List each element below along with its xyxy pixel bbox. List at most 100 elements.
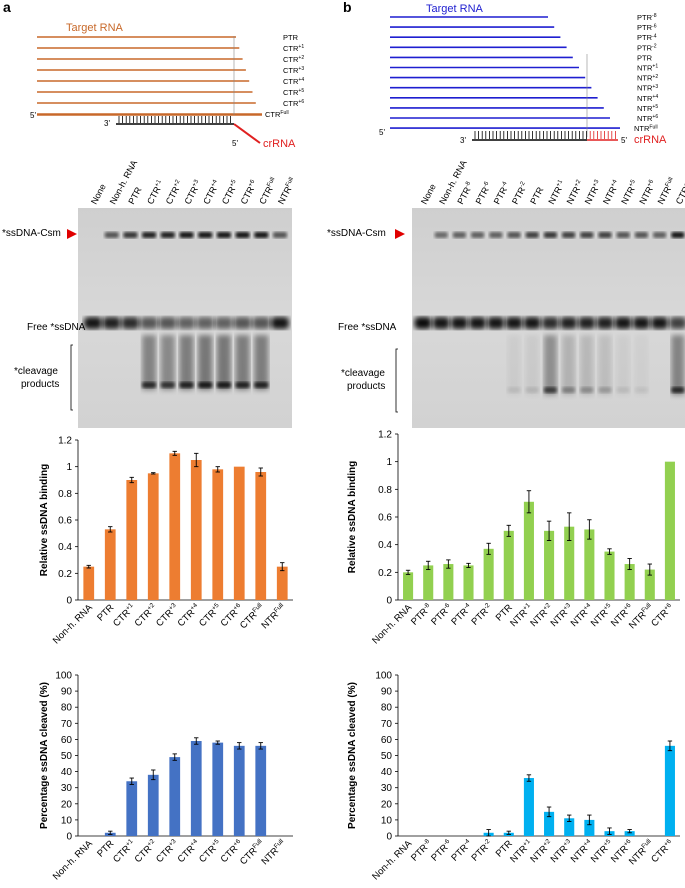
chart-binding-a-xlabel-ctr-5: CTR+5 [197, 602, 225, 630]
chart-cleaved-a-ytick-label: 20 [61, 799, 73, 810]
gel-b-cleavage-smear [525, 335, 539, 395]
gel-b-complex-band [452, 232, 466, 238]
gel-b-complex-band [634, 232, 648, 238]
chart-binding-a-xlabel-non-h-rna: Non-h. RNA [51, 602, 95, 646]
chart-cleaved-a-ytick-label: 10 [61, 815, 73, 826]
chart-cleaved-b: 0 10 20 30 40 50 60 70 80 90 100 Percentage ssDNA c… [347, 671, 680, 882]
panel-b-letter: b [343, 0, 352, 15]
chart-binding-a-bar-ctr-4 [190, 460, 202, 600]
chart-binding-b-ytick-label: 0.8 [378, 485, 392, 496]
schematic-a-5prime: 5' [30, 111, 36, 120]
gel-a-complex-band [273, 232, 287, 238]
chart-binding-a-ylabel: Relative ssDNA binding [39, 464, 50, 576]
chart-cleaved-b-bar-ntr-1 [523, 778, 534, 836]
schematic-b-label-ptr-2: PTR-2 [637, 43, 657, 52]
gel-b-free-band [432, 317, 450, 329]
gel-a-cleavage-label-2: products [21, 379, 59, 390]
chart-binding-a-bar-ptr [104, 529, 116, 600]
gel-a-cleavage-band [235, 382, 250, 388]
schematic-a-label-ctr-6: CTR+6 [283, 99, 304, 108]
chart-binding-b-bar-ptr-8 [423, 565, 434, 600]
chart-binding-b-ylabel: Relative ssDNA binding [347, 461, 358, 573]
chart-cleaved-a-xlabel-ntrfull: NTRFull [259, 838, 288, 867]
schematic-b-label-ptr-6: PTR-6 [637, 23, 657, 32]
gel-a-free-band [121, 317, 140, 329]
chart-cleaved-a-ytick-label: 40 [61, 767, 73, 778]
chart-binding-b-xlabel-ctr-6: CTR+6 [649, 602, 677, 630]
schematic-b-crrna-5prime: 5' [621, 136, 627, 145]
chart-cleaved-b-bar-ntr-3 [564, 818, 575, 836]
chart-cleaved-b-ytick-label: 80 [381, 703, 393, 714]
schematic-b-title: Target RNA [426, 3, 484, 15]
chart-cleaved-a-bar-ctrfull [255, 745, 267, 836]
gel-a-complex-band [142, 232, 157, 238]
gel-a-lane-ptr: PTR [126, 185, 144, 206]
gel-b-lane-ptr-2: PTR-2 [510, 180, 530, 206]
schematic-a-label-ctrfull: CTRFull [265, 110, 289, 119]
gel-b-complex-band [471, 232, 485, 238]
chart-binding-a-ytick-label: 0.8 [58, 489, 72, 500]
gel-b-arrow-icon [395, 229, 405, 239]
chart-cleaved-a-xlabel-ctr-3: CTR+3 [154, 838, 182, 866]
chart-cleaved-a-xlabel-ctr-1: CTR+1 [111, 838, 139, 866]
chart-cleaved-b-xlabel-ptr-6: PTR-6 [429, 838, 455, 864]
chart-binding-a-ytick-label: 0 [66, 596, 72, 607]
chart-binding-a-ytick-label: 0.2 [58, 569, 72, 580]
gel-b-cleavage-band [543, 387, 557, 393]
gel-b-cleavage-band [525, 387, 539, 393]
chart-binding-a: 0 0.2 0.4 0.6 0.8 1 1.2 Relative ssDNA binding N… [39, 436, 293, 646]
gel-b-cleavage-band [598, 387, 612, 393]
chart-cleaved-a-ytick-label: 90 [61, 687, 73, 698]
chart-binding-b-xlabel-ptr-8: PTR-8 [409, 602, 435, 628]
gel-a-cleavage-label-1: *cleavage [14, 366, 58, 377]
gel-a-cleavage-band [254, 382, 269, 388]
gel-a-complex-band [123, 232, 138, 238]
chart-cleaved-b-ytick-label: 40 [381, 767, 393, 778]
gel-a-cleavage-smear [235, 335, 250, 390]
chart-cleaved-a-xlabel-ctr-5: CTR+5 [197, 838, 225, 866]
gel-a-cleavage-smear [179, 335, 194, 390]
gel-b-cleavage-band [616, 387, 630, 393]
schematic-b-label-ntr-5: NTR+5 [637, 104, 658, 113]
gel-b-free-band [578, 317, 596, 329]
gel-b-complex-band [653, 232, 667, 238]
chart-binding-b-xlabel-ptr-2: PTR-2 [469, 602, 495, 628]
chart-binding-a-bar-ctr-2 [147, 473, 159, 600]
chart-cleaved-a-xlabel-ctr-2: CTR+2 [132, 838, 160, 866]
chart-cleaved-a-ytick-label: 0 [66, 832, 72, 843]
chart-binding-b-bar-ptr-2 [483, 548, 494, 600]
chart-binding-a-ytick-label: 1 [66, 462, 72, 473]
gel-a-cleavage-band [142, 382, 157, 388]
chart-binding-b-bar-ntr-2 [544, 530, 555, 600]
schematic-b-label-ntr-2: NTR+2 [637, 74, 658, 83]
chart-cleaved-b-bar-ctr-6 [664, 745, 675, 836]
chart-binding-b-bar-ntr-1 [523, 501, 534, 600]
gel-a-lane-ntrfull: NTRFull [276, 176, 299, 206]
gel-b-complex-band [562, 232, 576, 238]
chart-binding-b-xlabel-ptr-4: PTR-4 [449, 602, 475, 628]
gel-a-free-band [233, 317, 252, 329]
gel-a-free-band [140, 317, 159, 329]
gel-b-complex-band [525, 232, 539, 238]
gel-a-free-band [102, 317, 121, 329]
gel-a-complex-band [179, 232, 194, 238]
schematic-b-3prime: 3' [460, 136, 466, 145]
schematic-a-crrna-5prime: 5' [232, 139, 238, 148]
schematic-a-crrna-label: crRNA [263, 138, 296, 150]
chart-binding-b-ytick-label: 0 [386, 596, 392, 607]
chart-binding-a-bar-non-h-rna [83, 566, 95, 600]
chart-binding-a-ytick-label: 0.4 [58, 542, 72, 553]
schematic-a-label-ctr-2: CTR+2 [283, 55, 304, 64]
chart-cleaved-b-bar-ntr-6 [624, 831, 635, 836]
chart-binding-a-xlabel-ctr-3: CTR+3 [154, 602, 182, 630]
chart-cleaved-a-bar-ctr-4 [190, 741, 202, 836]
schematic-b-label-ntr-6: NTR+6 [637, 114, 658, 123]
schematic-b: Target RNA PTR-8PTR-6PTR-4PTR-2PTRNTR+1N… [379, 3, 667, 146]
chart-binding-b-ytick-label: 1 [386, 457, 392, 468]
chart-cleaved-b-ytick-label: 30 [381, 783, 393, 794]
gel-b-lane-ptr-6: PTR-6 [473, 180, 493, 206]
panel-a-letter: a [3, 0, 11, 15]
schematic-a-crrna-tail [233, 123, 261, 144]
gel-a-cleavage-band [198, 382, 213, 388]
